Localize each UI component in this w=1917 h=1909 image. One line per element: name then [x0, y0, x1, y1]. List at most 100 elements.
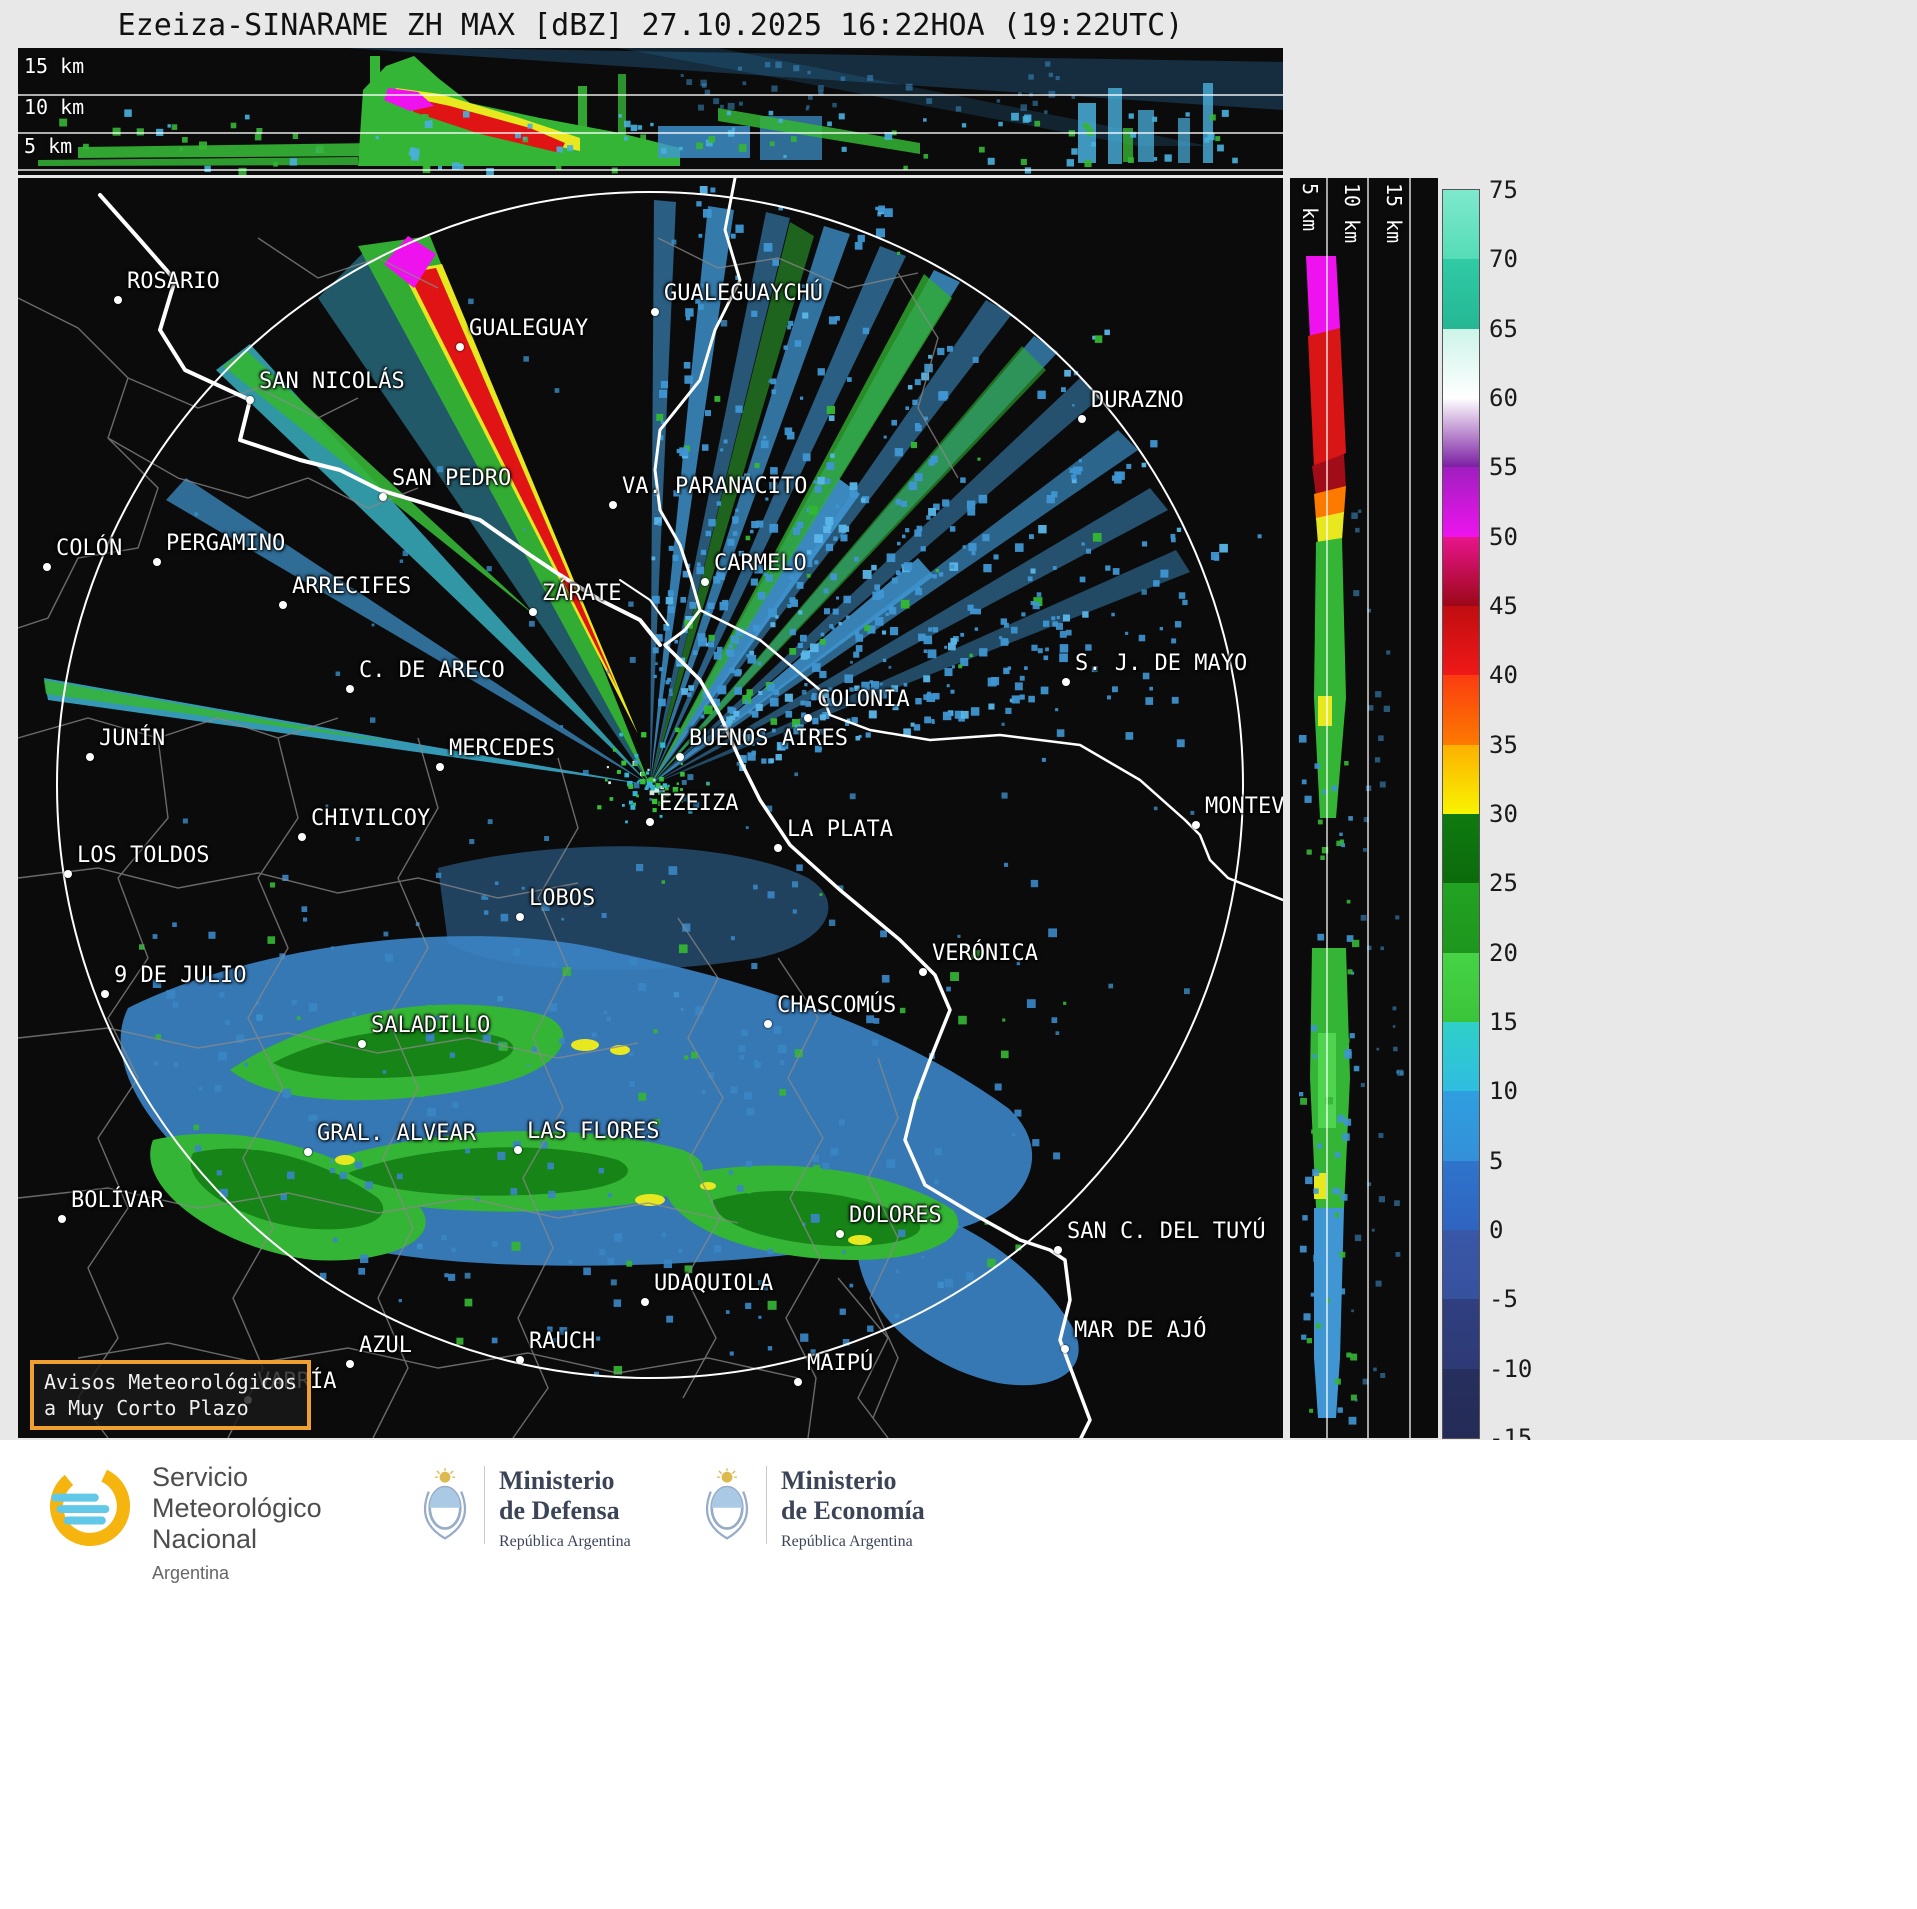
coat-of-arms-icon [705, 1468, 749, 1540]
colorbar-tick-label: 10 [1489, 1077, 1518, 1106]
city-dot [514, 1146, 522, 1154]
city-label: MAR DE AJÓ [1074, 1318, 1207, 1343]
city-label: MONTEV [1205, 794, 1283, 819]
altitude-label-10km: 10 km [24, 95, 85, 119]
city-dot [304, 1148, 312, 1156]
altitude-gridlines [18, 94, 1283, 171]
smn-logo-block: Servicio Meteorológico Nacional Argentin… [46, 1462, 322, 1589]
smn-logo [49, 1465, 131, 1547]
city-label: BOLÍVAR [71, 1188, 164, 1213]
smn-text: Servicio Meteorológico Nacional Argentin… [152, 1462, 322, 1589]
colorbar-tick-label: 60 [1489, 384, 1518, 412]
top-cross-section-plot [18, 48, 1283, 175]
city-label: SAN C. DEL TUYÚ [1067, 1219, 1266, 1244]
city-dot [64, 870, 72, 878]
altitude-gridlines [1326, 178, 1411, 1438]
city-dot [456, 343, 464, 351]
city-label: JUNÍN [99, 726, 166, 751]
colorbar-segment [1443, 675, 1479, 745]
colorbar-segment [1443, 328, 1479, 398]
city-dot [651, 308, 659, 316]
city-dot [836, 1230, 844, 1238]
colorbar-tick-label: 75 [1489, 176, 1518, 204]
city-label: ARRECIFES [292, 574, 412, 599]
colorbar-tick-label: 15 [1489, 1008, 1518, 1036]
city-label: COLÓN [56, 536, 123, 561]
city-dot [346, 1360, 354, 1368]
warning-line-1: Avisos Meteorológicos [44, 1370, 297, 1394]
colorbar-segment [1443, 883, 1479, 953]
city-dot [153, 558, 161, 566]
city-label: GUALEGUAY [469, 316, 589, 341]
colorbar-segment [1443, 1299, 1479, 1369]
right-echoes [1306, 256, 1350, 1418]
city-label: CHIVILCOY [311, 806, 431, 831]
colorbar-tick-label: 40 [1489, 661, 1518, 690]
city-label: S. J. DE MAYO [1075, 651, 1248, 676]
right-cross-section-plot [1298, 178, 1411, 1438]
colorbar-segment [1443, 1229, 1479, 1300]
colorbar-tick-label: 45 [1489, 592, 1518, 620]
city-label: LOBOS [529, 886, 596, 911]
city-dot [1192, 821, 1200, 829]
city-label: CHASCOMÚS [777, 993, 897, 1018]
city-label: EZEIZA [659, 791, 739, 816]
city-dot [641, 1298, 649, 1306]
city-label: MAIPÚ [807, 1351, 874, 1376]
city-dot [701, 578, 709, 586]
colorbar-tick-label: 0 [1489, 1216, 1504, 1244]
colorbar-tick-label: 5 [1489, 1146, 1504, 1175]
city-label: SALADILLO [371, 1013, 491, 1038]
city-dot [43, 563, 51, 571]
smn-country: Argentina [152, 1563, 230, 1583]
city-label: C. DE ARECO [359, 658, 505, 683]
divider [766, 1466, 767, 1544]
colorbar-tick-label: 25 [1489, 869, 1518, 898]
city-dot [436, 763, 444, 771]
ministry-name: de Economía [781, 1496, 925, 1525]
ministry-economia-text: Ministerio de Economía República Argenti… [781, 1466, 925, 1551]
altitude-label-5km: 5 km [1298, 183, 1322, 232]
colorbar-ticks: 75 70 65 60 55 50 45 40 35 30 25 20 15 10 5 0 -5 -10 -15 [1489, 176, 1569, 1452]
city-dot [804, 714, 812, 722]
city-label: VA. PARANACITO [622, 474, 808, 499]
range-ring [56, 191, 1244, 1379]
city-dot [676, 753, 684, 761]
colorbar-tick-label: 55 [1489, 453, 1518, 482]
divider [484, 1466, 485, 1544]
city-label: LAS FLORES [527, 1119, 660, 1144]
colorbar-tick-label: 30 [1489, 800, 1518, 828]
warning-line-2: a Muy Corto Plazo [44, 1396, 249, 1420]
colorbar-tick-label: -10 [1489, 1354, 1533, 1383]
city-dot [529, 608, 537, 616]
city-label: DOLORES [849, 1203, 942, 1228]
city-dot [609, 501, 617, 509]
city-dot [346, 685, 354, 693]
product-title: Ezeiza-SINARAME ZH MAX [dBZ] 27.10.2025 … [117, 8, 1184, 43]
city-label: GRAL. ALVEAR [317, 1121, 476, 1146]
city-label: AZUL [359, 1333, 412, 1358]
city-dot [279, 601, 287, 609]
right-cross-section-panel: 5 km 10 km 15 km [1290, 178, 1438, 1438]
altitude-label-10km: 10 km [1340, 183, 1364, 244]
colorbar-segment [1443, 605, 1479, 676]
echo-speckles [59, 61, 1238, 175]
province-boundaries [18, 237, 959, 1438]
echo-speckles [1298, 509, 1404, 1425]
city-label: SAN PEDRO [392, 466, 512, 491]
city-label: VERÓNICA [932, 941, 1038, 966]
city-label: DURAZNO [1091, 388, 1184, 413]
city-dot [246, 396, 254, 404]
city-label: MERCEDES [449, 736, 555, 761]
top-cross-section-panel: 15 km 10 km 5 km [18, 48, 1283, 175]
city-dot [646, 818, 654, 826]
colorbar-tick-label: 70 [1489, 245, 1518, 274]
city-label: SAN NICOLÁS [259, 369, 405, 394]
colorbar-segment [1443, 536, 1479, 606]
colorbar-segment [1443, 1091, 1479, 1161]
warning-box[interactable]: Avisos Meteorológicos a Muy Corto Plazo [30, 1360, 311, 1430]
city-dot [58, 1215, 66, 1223]
coat-of-arms-icon [423, 1468, 467, 1540]
colorbar-tick-label: 20 [1489, 938, 1518, 967]
